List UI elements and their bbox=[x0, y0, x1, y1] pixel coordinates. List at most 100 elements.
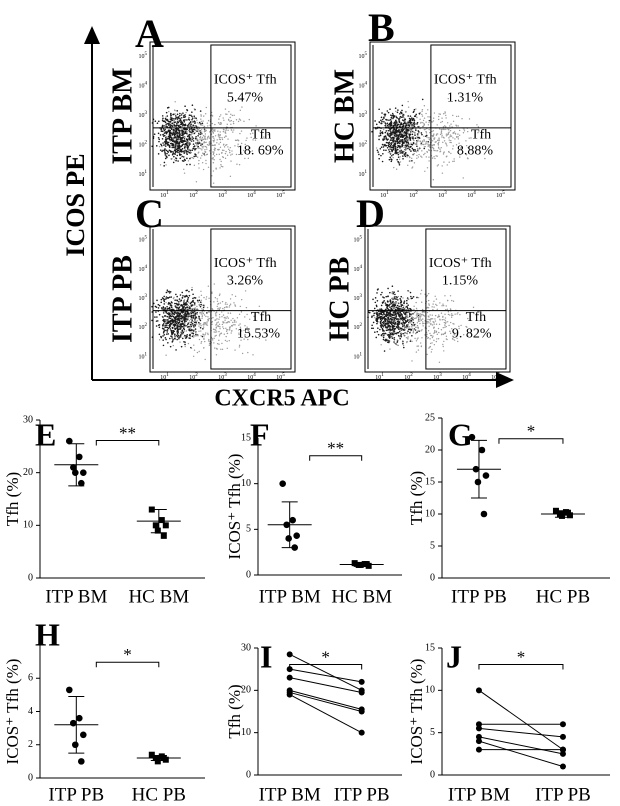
event-dot bbox=[204, 333, 206, 336]
event-dot bbox=[213, 141, 215, 143]
event-dot bbox=[416, 312, 418, 314]
data-point bbox=[160, 532, 167, 539]
event-dot bbox=[446, 122, 449, 124]
event-dot bbox=[443, 151, 445, 153]
event-dot bbox=[416, 331, 418, 334]
event-dot bbox=[391, 158, 393, 161]
event-dot bbox=[177, 121, 179, 123]
event-dot bbox=[227, 138, 229, 140]
event-dot bbox=[175, 316, 178, 318]
event-dot bbox=[192, 143, 195, 145]
event-dot bbox=[157, 303, 160, 306]
event-dot bbox=[384, 143, 386, 146]
event-dot bbox=[208, 131, 211, 133]
event-dot bbox=[211, 130, 214, 132]
event-dot bbox=[448, 150, 450, 153]
event-dot bbox=[410, 320, 413, 322]
event-dot bbox=[448, 131, 450, 133]
event-dot bbox=[212, 182, 215, 184]
event-dot bbox=[394, 302, 396, 305]
event-dot bbox=[201, 315, 203, 318]
event-dot bbox=[408, 160, 411, 162]
event-dot bbox=[413, 153, 415, 155]
event-dot bbox=[429, 144, 431, 146]
event-dot bbox=[410, 123, 412, 126]
event-dot bbox=[410, 143, 413, 146]
event-dot bbox=[428, 318, 431, 321]
event-dot bbox=[408, 156, 411, 158]
event-dot bbox=[220, 160, 222, 163]
event-dot bbox=[228, 328, 231, 330]
event-dot bbox=[192, 316, 195, 318]
event-dot bbox=[231, 114, 234, 117]
event-dot bbox=[420, 289, 423, 292]
event-dot bbox=[169, 308, 171, 310]
event-dot bbox=[371, 324, 373, 327]
event-dot bbox=[452, 145, 454, 147]
event-dot bbox=[218, 339, 220, 342]
event-dot bbox=[395, 116, 398, 119]
y-tick-label: 10 bbox=[23, 520, 33, 531]
event-dot bbox=[458, 129, 461, 132]
event-dot bbox=[441, 165, 443, 167]
event-dot bbox=[411, 326, 413, 328]
event-dot bbox=[233, 319, 236, 322]
event-dot bbox=[248, 318, 251, 320]
event-dot bbox=[472, 306, 475, 309]
event-dot bbox=[445, 133, 448, 135]
data-point bbox=[286, 666, 293, 673]
event-dot bbox=[230, 113, 232, 116]
event-dot bbox=[207, 316, 209, 318]
event-dot bbox=[197, 142, 200, 145]
event-dot bbox=[413, 108, 416, 111]
data-point bbox=[358, 708, 365, 715]
event-dot bbox=[442, 343, 444, 346]
event-dot bbox=[384, 144, 387, 147]
event-dot bbox=[167, 333, 170, 335]
event-dot bbox=[166, 308, 169, 310]
event-dot bbox=[189, 315, 191, 318]
event-dot bbox=[375, 123, 378, 126]
event-dot bbox=[445, 126, 447, 128]
event-dot bbox=[165, 326, 167, 329]
event-dot bbox=[416, 154, 418, 157]
event-dot bbox=[387, 322, 389, 325]
event-dot bbox=[426, 167, 429, 169]
event-dot bbox=[406, 145, 409, 147]
event-dot bbox=[215, 331, 218, 333]
event-dot bbox=[397, 313, 400, 316]
event-dot bbox=[452, 160, 454, 163]
event-dot bbox=[175, 306, 177, 309]
event-dot bbox=[177, 324, 180, 326]
event-dot bbox=[157, 324, 160, 326]
event-dot bbox=[172, 146, 175, 149]
event-dot bbox=[176, 318, 178, 321]
panel-letter: E bbox=[35, 416, 56, 452]
event-dot bbox=[189, 148, 191, 151]
event-dot bbox=[420, 121, 422, 124]
event-dot bbox=[451, 299, 453, 302]
event-dot bbox=[406, 314, 409, 316]
event-dot bbox=[389, 311, 391, 314]
tick-exponent: 4 bbox=[145, 265, 148, 270]
event-dot bbox=[417, 330, 419, 332]
event-dot bbox=[465, 154, 468, 156]
event-dot bbox=[433, 323, 435, 325]
event-dot bbox=[404, 110, 407, 113]
event-dot bbox=[427, 149, 430, 151]
event-dot bbox=[169, 133, 171, 135]
event-dot bbox=[199, 139, 201, 141]
event-dot bbox=[216, 300, 219, 303]
event-dot bbox=[428, 160, 430, 162]
event-dot bbox=[192, 332, 195, 335]
event-dot bbox=[229, 304, 231, 307]
event-dot bbox=[214, 123, 216, 126]
event-dot bbox=[201, 317, 203, 320]
event-dot bbox=[191, 115, 193, 118]
event-dot bbox=[387, 312, 390, 315]
event-dot bbox=[183, 123, 186, 126]
event-dot bbox=[398, 321, 400, 324]
event-dot bbox=[427, 143, 429, 145]
event-dot bbox=[394, 145, 397, 148]
event-dot bbox=[372, 321, 375, 324]
